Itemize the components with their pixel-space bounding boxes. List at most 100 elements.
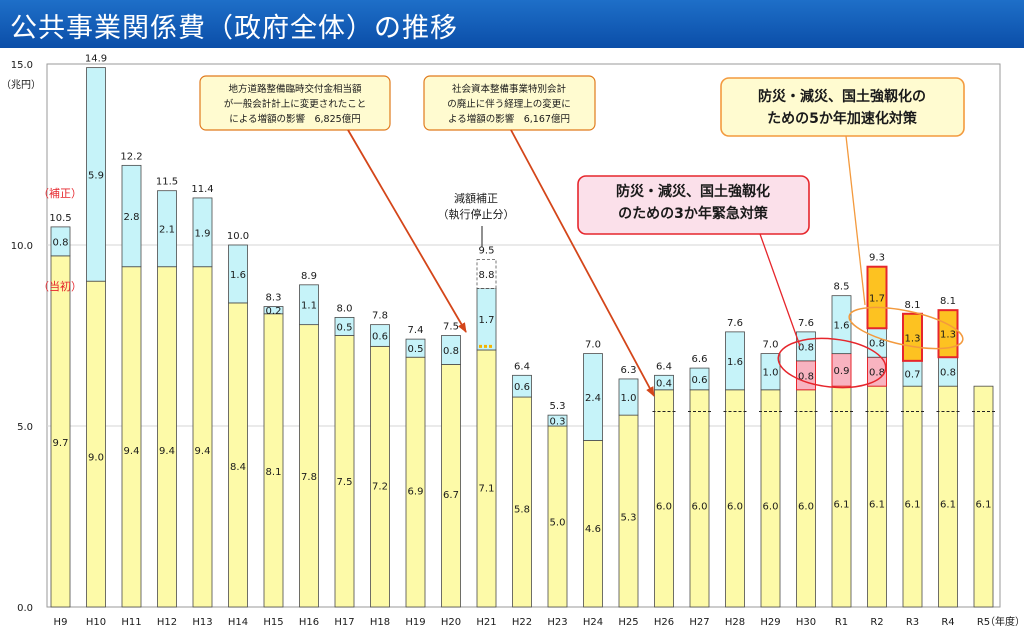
side-label-supplementary: （補正） [38, 187, 82, 200]
supplementary-value-label: 1.1 [301, 301, 317, 312]
bar-acceleration5 [902, 312, 923, 362]
supplementary-value-label: 0.7 [905, 370, 921, 381]
initial-value-label: 6.9 [408, 487, 424, 498]
initial-value-label: 6.0 [656, 501, 672, 512]
supplementary-value-label: 0.6 [372, 332, 388, 343]
acceleration5-value-label: 1.3 [905, 333, 921, 344]
bar-initial [441, 364, 461, 608]
total-label: 6.4 [656, 361, 672, 372]
total-label: 10.5 [49, 213, 71, 224]
x-tick-label: H13 [192, 617, 212, 628]
bar-supplementary [334, 316, 355, 336]
total-label: 7.0 [763, 340, 779, 351]
supplementary-value-label: 0.6 [692, 375, 708, 386]
emergency3-ellipse [777, 337, 887, 389]
initial-value-label: 6.0 [692, 501, 708, 512]
supplementary-value-label: 1.6 [834, 321, 850, 332]
bar-initial [157, 266, 177, 608]
page-title: 公共事業関係費（政府全体）の推移 [10, 13, 458, 44]
y-tick-label: 10.0 [11, 241, 33, 252]
x-tick-label: H18 [370, 617, 390, 628]
total-label: 8.5 [834, 282, 850, 293]
initial-value-label: 9.4 [195, 446, 211, 457]
bar-initial [796, 389, 816, 608]
acceleration5-note-line-1: ための5か年加速化対策 [767, 110, 918, 127]
bar-supplementary [299, 284, 319, 326]
bar-initial [689, 389, 710, 608]
initial-value-label: 7.8 [301, 472, 317, 483]
bar-supplementary [50, 226, 71, 257]
total-label: 6.6 [692, 354, 708, 365]
bar-reduction [476, 259, 497, 289]
x-tick-label: H19 [405, 617, 425, 628]
title-bar: 公共事業関係費（政府全体）の推移 [0, 0, 1024, 48]
initial-value-label: 6.1 [834, 500, 850, 511]
supplementary-value-label: 1.0 [763, 368, 779, 379]
supplementary-value-label: 0.5 [408, 344, 424, 355]
bar-supplementary [157, 190, 177, 268]
emergency3-value-label: 0.9 [834, 366, 850, 377]
total-label: 8.9 [301, 271, 317, 282]
supplementary-value-label: 0.8 [940, 368, 956, 379]
bar-supplementary [263, 306, 284, 315]
emergency3-value-label: 0.8 [798, 371, 814, 382]
bar-supplementary [192, 197, 213, 268]
acceleration5-value-label: 1.7 [869, 293, 885, 304]
bar-initial [547, 425, 568, 608]
x-tick-label: H15 [263, 617, 283, 628]
total-label: 8.1 [940, 296, 956, 307]
x-tick-label: R1 [835, 617, 848, 628]
x-tick-label: H16 [299, 617, 319, 628]
road-note-line-1: が一般会計計上に変更されたこと [224, 98, 367, 110]
acceleration5-ellipse [848, 306, 964, 350]
initial-value-label: 6.1 [976, 500, 992, 511]
bar-initial [405, 356, 426, 608]
road-note-box [199, 75, 391, 131]
initial-value-label: 6.0 [727, 501, 743, 512]
side-label-initial: （当初） [38, 279, 82, 293]
acceleration5-note-line-0: 防災・減災、国土強靱化の [758, 88, 926, 105]
bar-initial [760, 389, 781, 608]
supplementary-value-label: 0.8 [798, 342, 814, 353]
supplementary-value-label: 1.9 [195, 228, 211, 239]
total-label: 7.6 [798, 318, 814, 329]
x-tick-label: H22 [512, 617, 532, 628]
x-tick-label: H14 [228, 617, 248, 628]
total-label: 8.3 [266, 293, 282, 304]
bar-initial [228, 302, 248, 608]
bar-supplementary [370, 324, 390, 347]
acceleration5-note-box [720, 77, 965, 137]
bar-supplementary [228, 244, 248, 304]
acceleration5-value-label: 1.3 [940, 330, 956, 341]
initial-value-label: 6.1 [940, 500, 956, 511]
total-label: 7.4 [408, 325, 424, 336]
x-tick-label: H23 [547, 617, 567, 628]
initial-value-label: 5.0 [550, 518, 566, 529]
x-tick-label: H9 [54, 617, 68, 628]
bar-supplementary [583, 353, 603, 441]
supplementary-value-label: 0.3 [550, 417, 566, 428]
x-tick-label: H26 [654, 617, 674, 628]
x-tick-label: H11 [121, 617, 141, 628]
y-tick-label: 0.0 [17, 603, 33, 614]
bar-initial [299, 324, 319, 608]
x-tick-label: H21 [476, 617, 496, 628]
emergency3-note-line-1: のための3か年緊急対策 [618, 205, 769, 222]
bar-supplementary [618, 378, 639, 416]
bar-supplementary [86, 67, 106, 282]
supplementary-value-label: 0.8 [443, 346, 459, 357]
initial-value-label: 9.7 [53, 438, 69, 449]
supplementary-value-label: 1.6 [230, 270, 246, 281]
total-label: 7.0 [585, 340, 601, 351]
x-tick-label: H20 [441, 617, 461, 628]
total-label: 8.1 [905, 300, 921, 311]
bar-supplementary [121, 164, 142, 268]
initial-value-label: 6.0 [798, 501, 814, 512]
supplementary-value-label: 5.9 [88, 170, 104, 181]
total-label: 9.5 [479, 245, 495, 256]
total-label: 5.3 [550, 401, 566, 412]
supplementary-value-label: 0.8 [53, 237, 69, 248]
emergency3-note-box [577, 175, 810, 235]
road-arrow [347, 129, 467, 333]
bar-initial [50, 255, 71, 608]
